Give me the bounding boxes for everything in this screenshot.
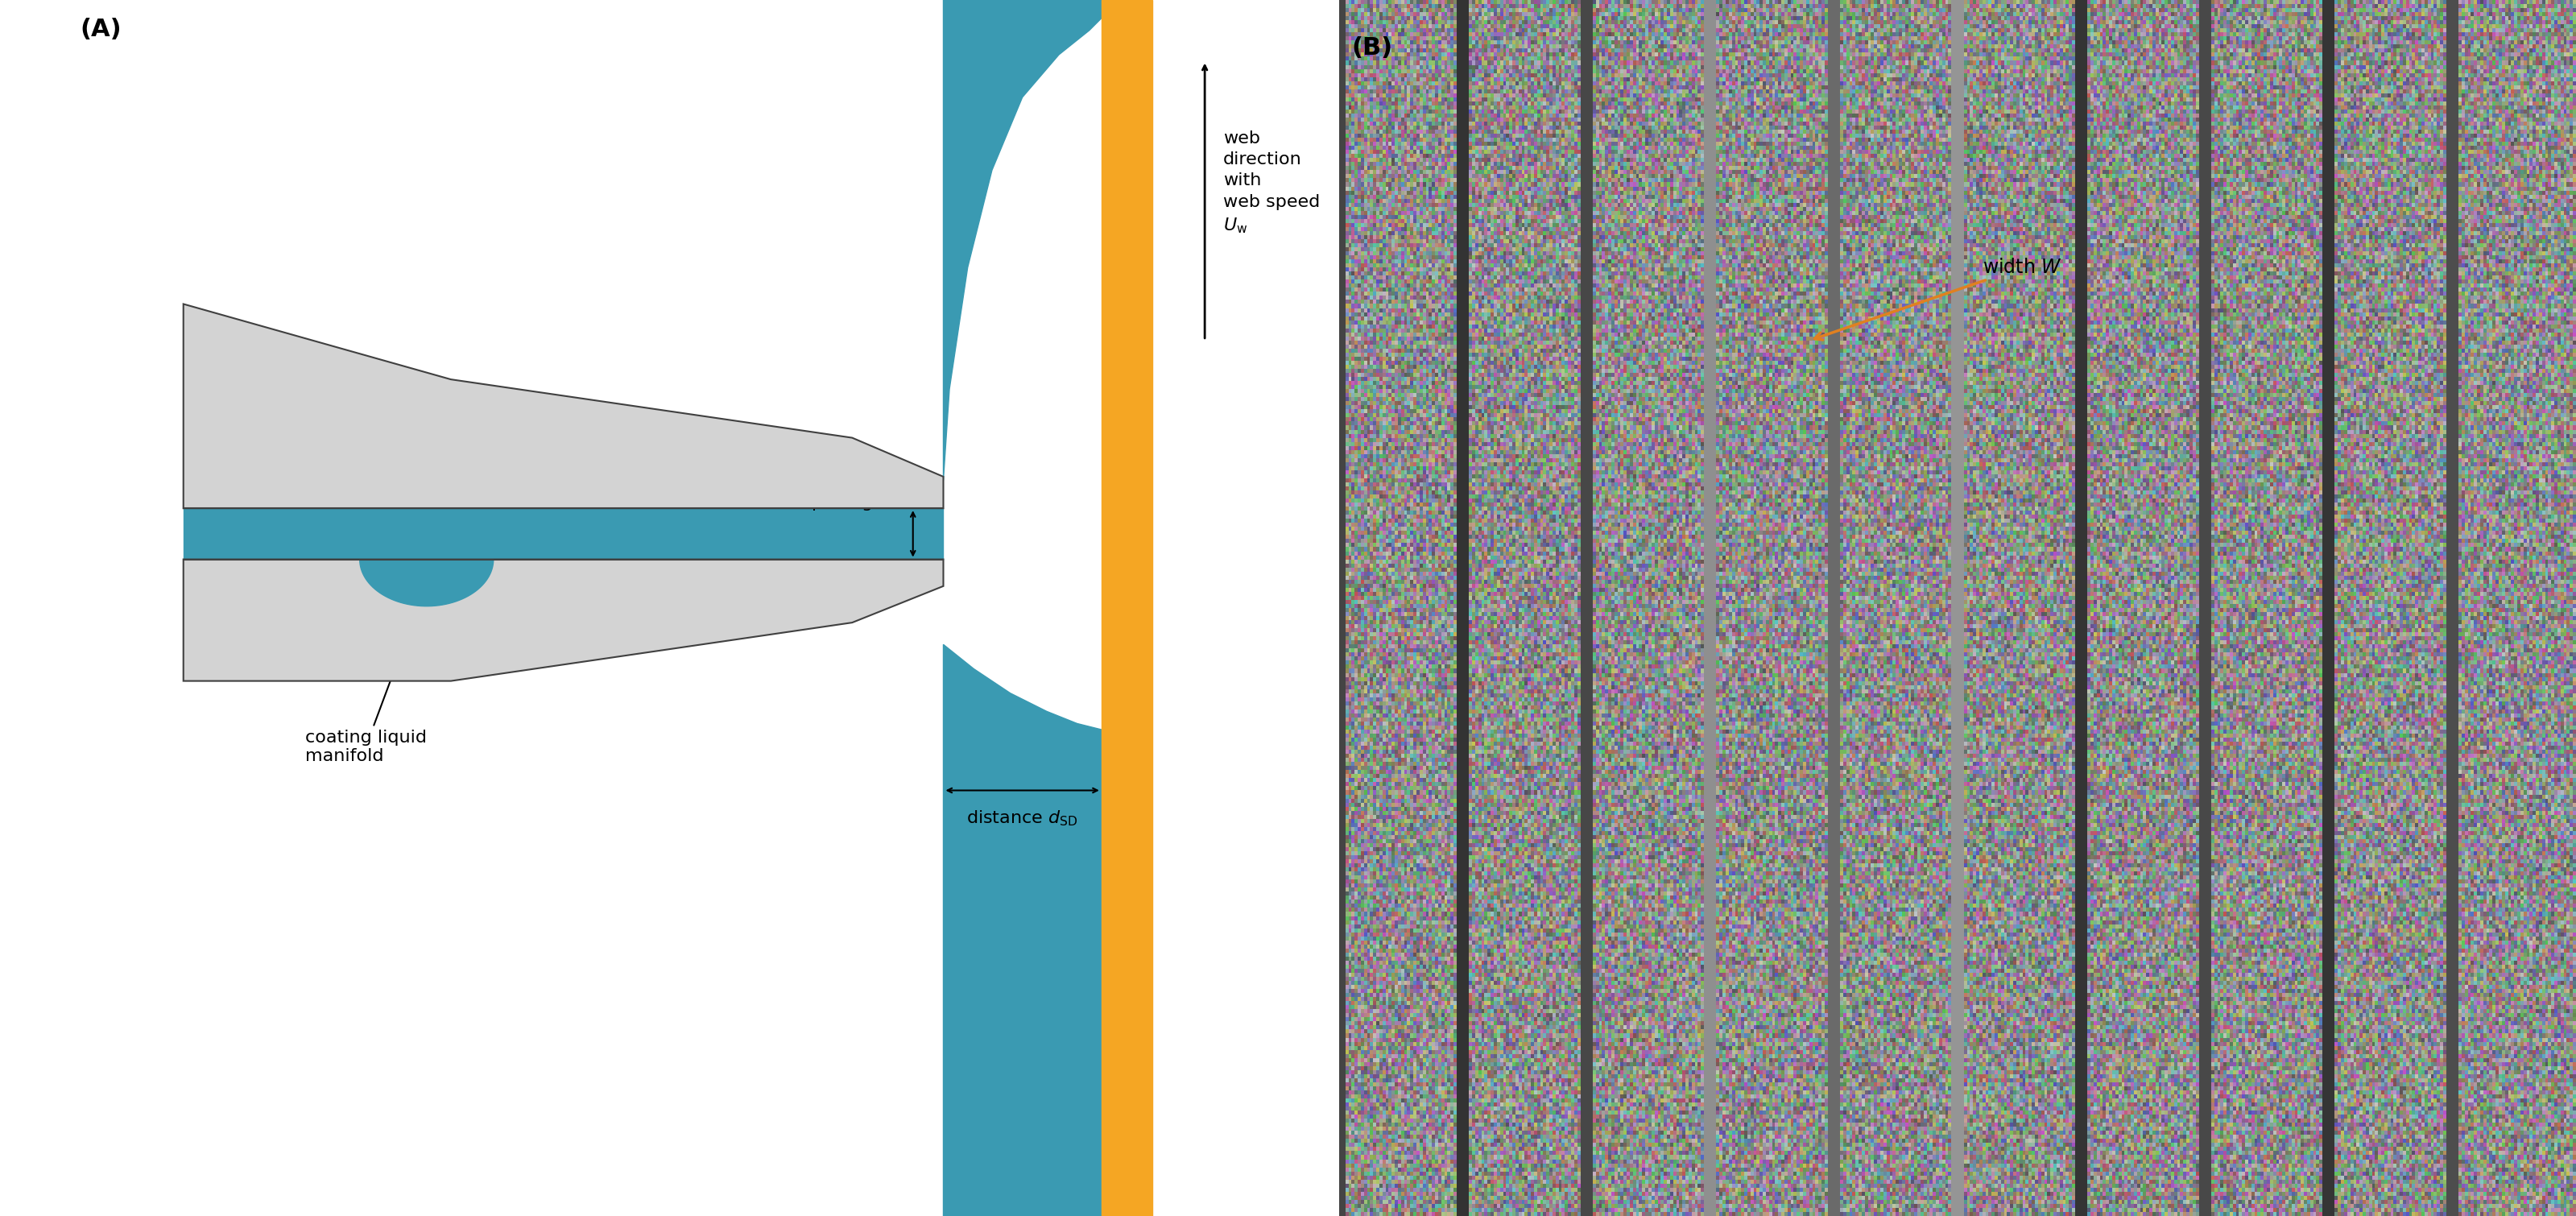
Text: width $W$: width $W$ xyxy=(1814,258,2061,340)
Text: web
direction
with
web speed
$U_{\mathrm{w}}$: web direction with web speed $U_{\mathrm… xyxy=(1224,130,1319,235)
Text: gap
opening $S$: gap opening $S$ xyxy=(801,473,891,512)
Polygon shape xyxy=(183,559,943,681)
Polygon shape xyxy=(183,304,943,508)
Polygon shape xyxy=(943,0,1103,480)
Text: (A): (A) xyxy=(80,18,121,41)
Text: coating liquid
manifold: coating liquid manifold xyxy=(304,587,428,765)
Polygon shape xyxy=(183,508,943,559)
Text: length $L$: length $L$ xyxy=(523,584,598,603)
Polygon shape xyxy=(943,644,1103,1216)
Text: distance $d_{\mathrm{SD}}$: distance $d_{\mathrm{SD}}$ xyxy=(966,809,1079,828)
Bar xyxy=(1103,0,1151,1216)
Polygon shape xyxy=(361,559,495,606)
Text: (B): (B) xyxy=(1352,36,1394,60)
